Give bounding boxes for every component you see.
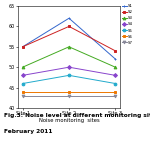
S5 bbox=[68, 74, 70, 76]
S5 bbox=[22, 83, 24, 84]
S3 bbox=[114, 66, 116, 68]
Line: S2: S2 bbox=[21, 25, 117, 52]
S1 bbox=[114, 58, 116, 60]
S1 bbox=[68, 17, 70, 19]
S2 bbox=[114, 50, 116, 52]
S4 bbox=[22, 74, 24, 76]
X-axis label: Noise monitoring  sites: Noise monitoring sites bbox=[39, 118, 99, 123]
S5 bbox=[114, 83, 116, 84]
Line: S4: S4 bbox=[21, 66, 117, 77]
S3 bbox=[68, 46, 70, 48]
Text: Fig.3: Noise level at different monitoring sites  during month of: Fig.3: Noise level at different monitori… bbox=[4, 112, 150, 117]
Line: S7: S7 bbox=[21, 94, 117, 97]
Line: S5: S5 bbox=[21, 74, 117, 85]
Text: February 2011: February 2011 bbox=[4, 129, 53, 134]
S6 bbox=[22, 91, 24, 93]
S7 bbox=[22, 95, 24, 97]
S3 bbox=[22, 66, 24, 68]
Line: S3: S3 bbox=[21, 45, 117, 69]
S6 bbox=[68, 91, 70, 93]
S7 bbox=[68, 95, 70, 97]
Line: S1: S1 bbox=[21, 17, 117, 60]
S4 bbox=[114, 74, 116, 76]
Line: S6: S6 bbox=[21, 90, 117, 93]
S4 bbox=[68, 66, 70, 68]
S6 bbox=[114, 91, 116, 93]
S1 bbox=[22, 46, 24, 48]
S2 bbox=[68, 26, 70, 27]
Legend: S1, S2, S3, S4, S5, S6, S7: S1, S2, S3, S4, S5, S6, S7 bbox=[122, 4, 132, 45]
S2 bbox=[22, 46, 24, 48]
S7 bbox=[114, 95, 116, 97]
